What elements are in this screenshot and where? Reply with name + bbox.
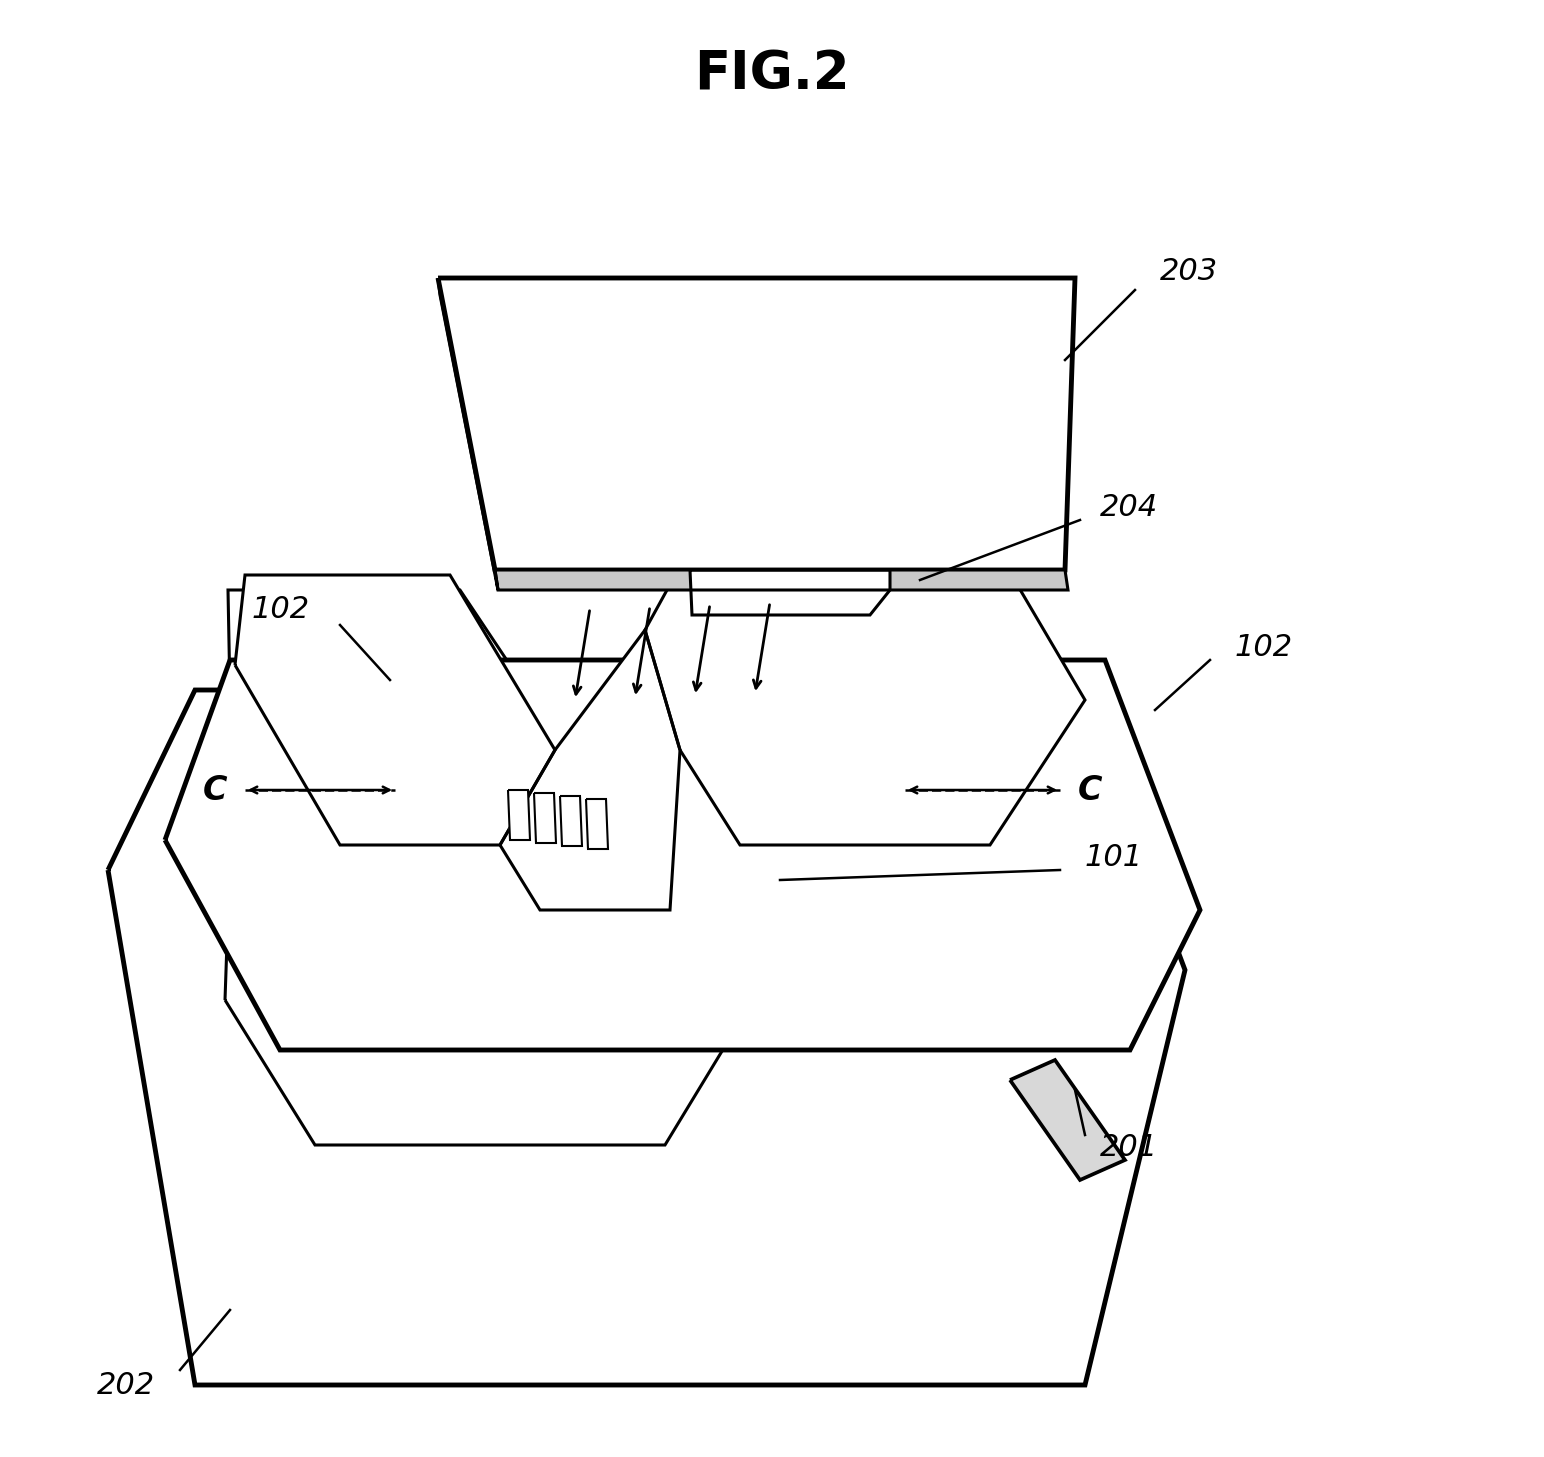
Polygon shape — [108, 691, 1184, 1386]
Polygon shape — [165, 660, 1200, 1050]
Text: 204: 204 — [1099, 494, 1158, 523]
Text: 101: 101 — [1085, 844, 1143, 873]
Polygon shape — [496, 570, 1068, 590]
Polygon shape — [690, 570, 889, 615]
Polygon shape — [645, 530, 1085, 845]
Polygon shape — [560, 796, 582, 847]
Polygon shape — [225, 855, 750, 1145]
Polygon shape — [587, 798, 608, 849]
Text: 102: 102 — [1235, 634, 1294, 663]
Text: C: C — [202, 774, 227, 807]
Text: 203: 203 — [1160, 258, 1218, 287]
Polygon shape — [438, 278, 1075, 570]
Polygon shape — [726, 590, 1079, 895]
Text: FIG.2: FIG.2 — [695, 50, 849, 101]
Text: C: C — [1078, 774, 1102, 807]
Polygon shape — [438, 278, 499, 590]
Polygon shape — [508, 790, 530, 841]
Text: 102: 102 — [252, 596, 310, 625]
Polygon shape — [1010, 1061, 1126, 1180]
Text: 202: 202 — [97, 1371, 154, 1400]
Text: 201: 201 — [1099, 1134, 1158, 1163]
Polygon shape — [235, 576, 554, 845]
Polygon shape — [500, 629, 679, 911]
Polygon shape — [229, 590, 590, 895]
Polygon shape — [534, 793, 556, 844]
